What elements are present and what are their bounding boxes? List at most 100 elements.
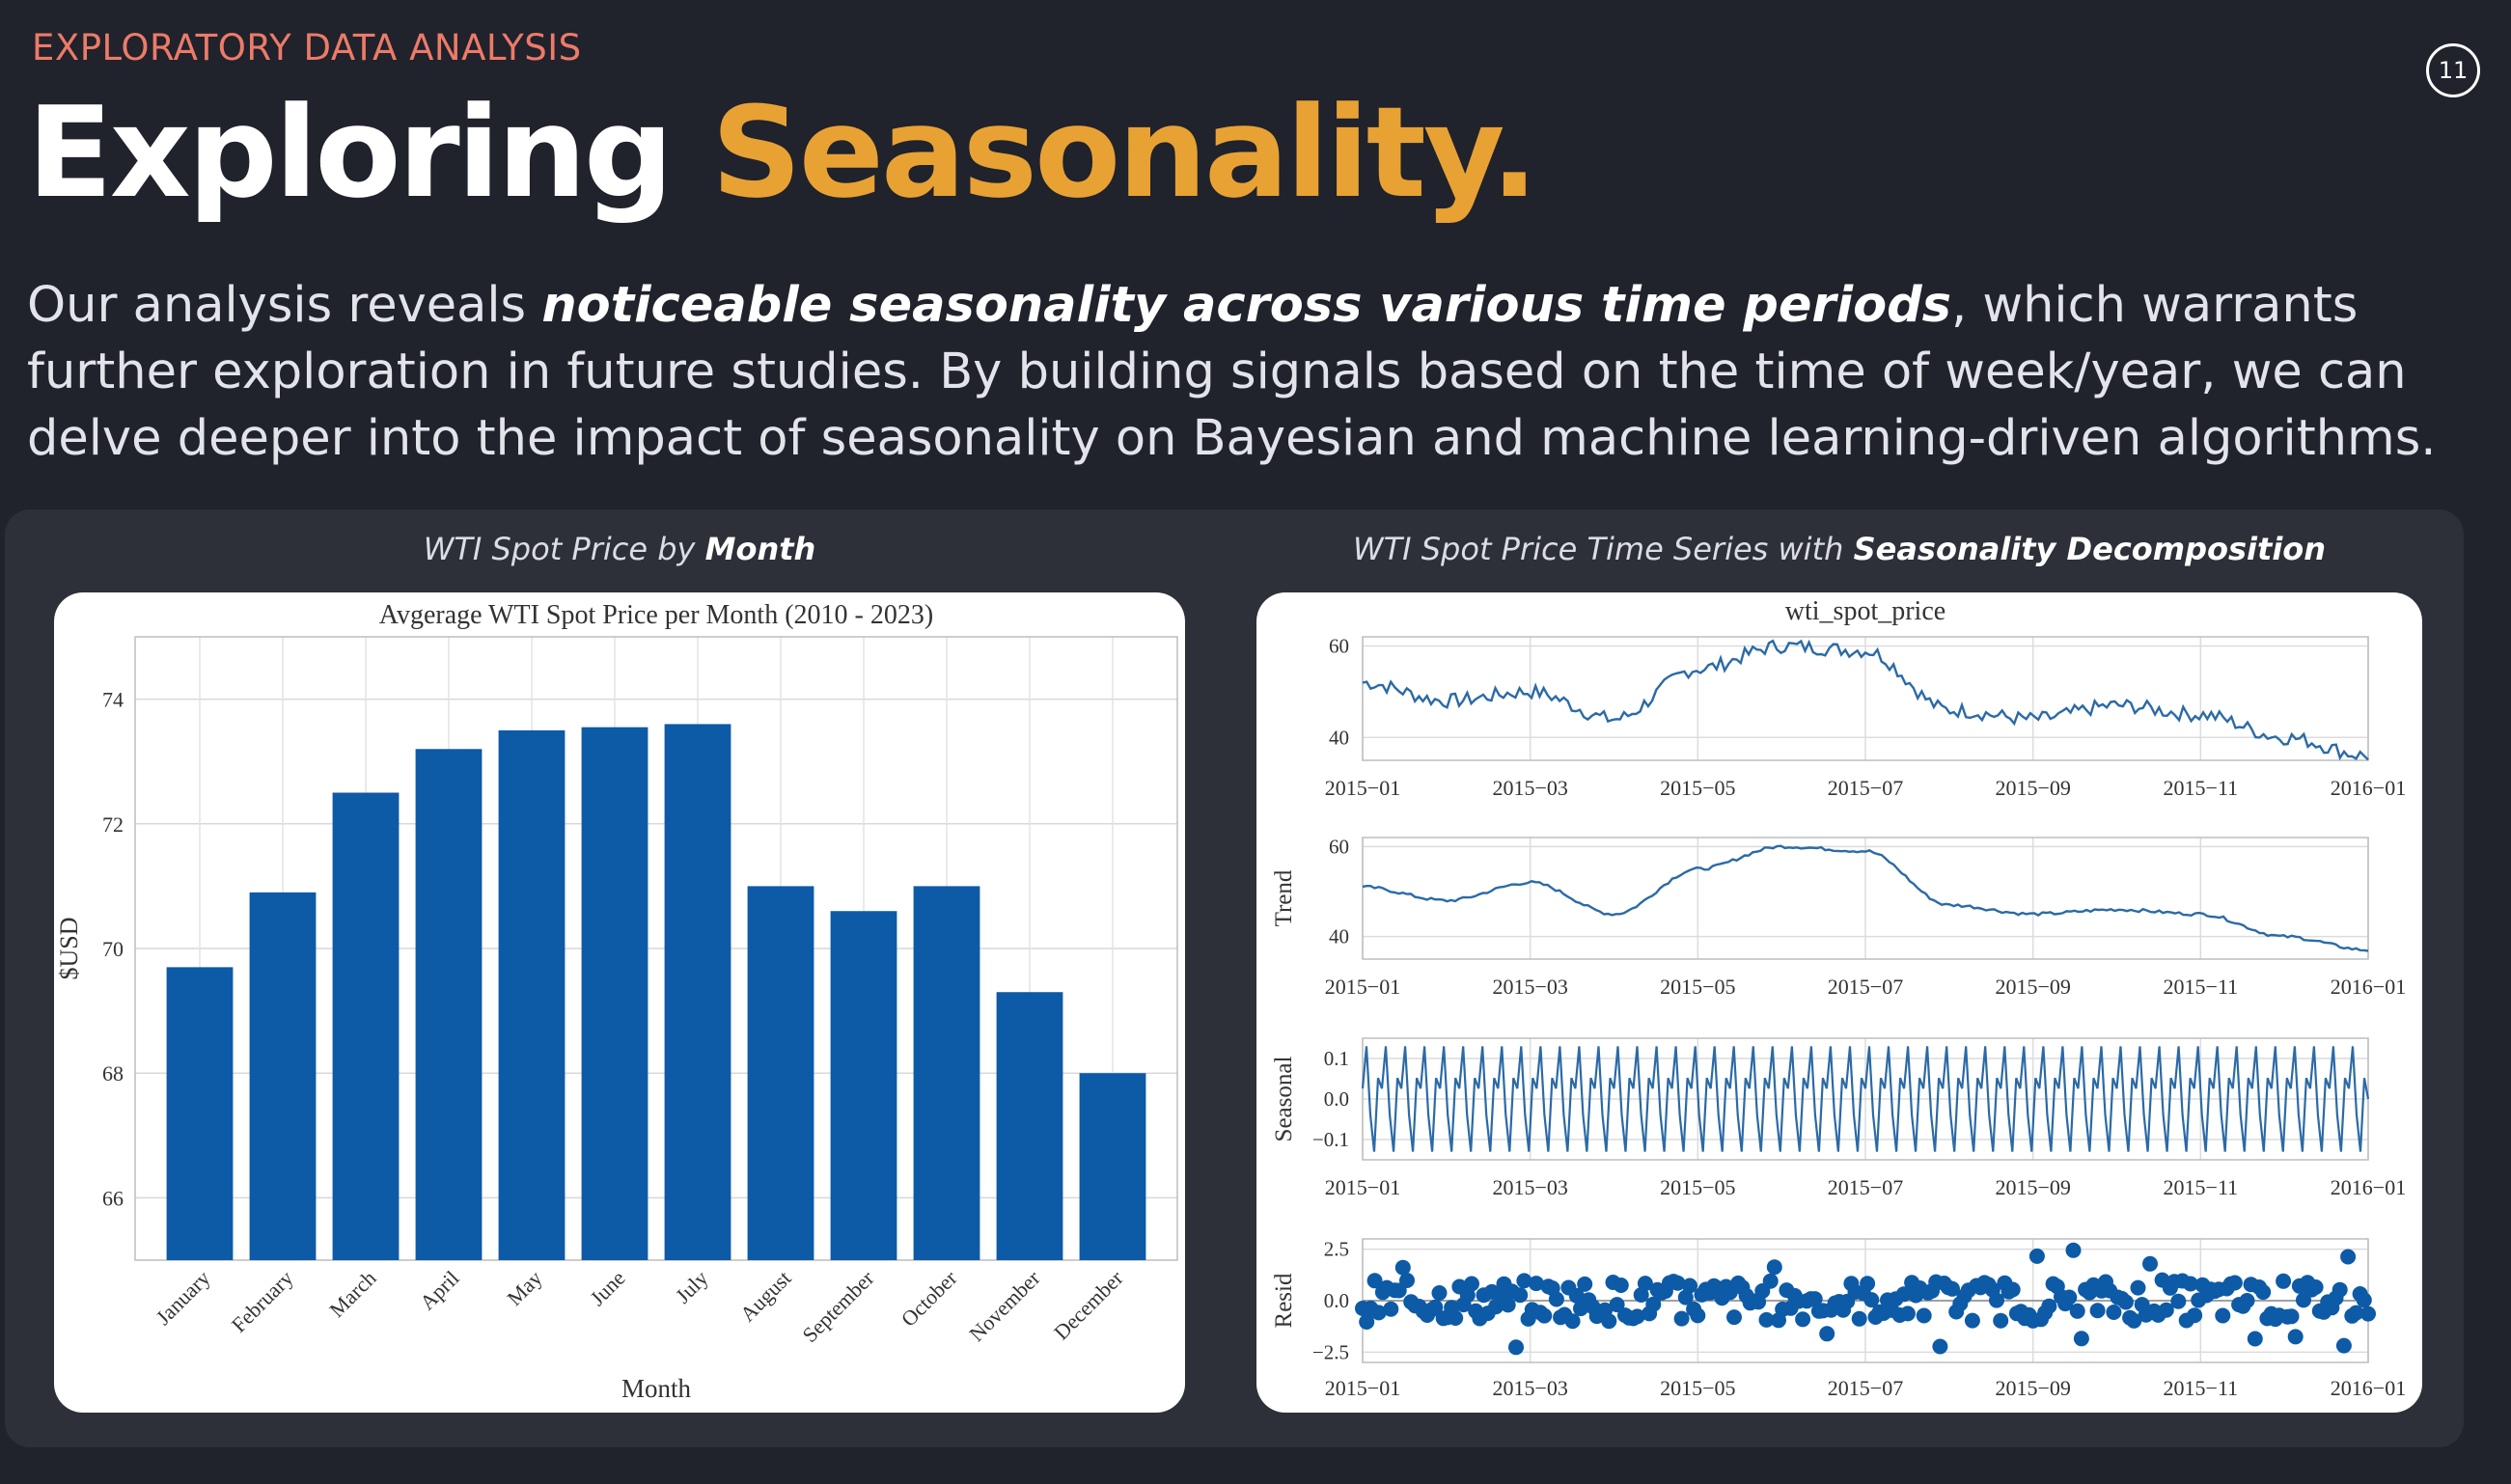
x-tick-label: 2015−07	[1828, 1376, 1903, 1400]
x-tick-label: September	[797, 1265, 879, 1347]
bar	[415, 749, 483, 1260]
resid-point	[1899, 1305, 1916, 1322]
resid-point	[1989, 1292, 2004, 1308]
bar	[249, 892, 317, 1260]
title-part-1: Exploring	[27, 79, 712, 226]
price-series-line	[1362, 639, 2369, 761]
plot-frame	[1362, 636, 2369, 761]
decomposition-chart-card: wti_spot_price 2015−01 2015−03 2015−05 2015−…	[1256, 592, 2422, 1413]
x-tick-label: 2015−09	[1995, 975, 2070, 999]
resid-point	[1548, 1291, 1564, 1307]
x-tick-label: 2015−01	[1325, 1376, 1400, 1400]
resid-point	[1795, 1311, 1811, 1328]
resid-point	[2170, 1293, 2187, 1309]
intro-paragraph: Our analysis reveals noticeable seasonal…	[27, 272, 2497, 472]
x-tick-label: 2015−09	[1995, 1376, 2070, 1400]
x-tick-label: 2016−01	[2331, 975, 2406, 999]
resid-point	[1863, 1292, 1880, 1308]
y-axis-label: $USD	[55, 917, 83, 979]
y-tick-label: 72	[102, 812, 124, 837]
y-tick-label: 70	[102, 937, 124, 961]
bar	[1079, 1073, 1146, 1260]
section-eyebrow: EXPLORATORY DATA ANALYSIS	[32, 27, 582, 69]
x-tick-label: 2015−03	[1492, 776, 1567, 800]
resid-point	[2187, 1307, 2203, 1324]
resid-point	[1601, 1313, 1617, 1330]
resid-point	[2142, 1255, 2158, 1272]
resid-point	[2255, 1284, 2272, 1301]
resid-point	[1609, 1297, 1625, 1313]
resid-point	[1568, 1287, 1585, 1304]
x-tick-label: July	[671, 1266, 713, 1308]
bar-chart-title: Avgerage WTI Spot Price per Month (2010 …	[379, 600, 933, 630]
x-tick-label: January	[151, 1266, 214, 1330]
x-tick-label: 2015−11	[2164, 975, 2239, 999]
bar	[996, 992, 1063, 1260]
x-tick-label: June	[585, 1266, 629, 1310]
resid-point	[2239, 1293, 2255, 1308]
resid-point	[1932, 1338, 1948, 1355]
resid-point	[2182, 1276, 2198, 1292]
resid-point	[1431, 1285, 1448, 1301]
x-tick-label: November	[964, 1265, 1045, 1346]
y-tick-label: 68	[102, 1061, 124, 1086]
y-tick-label: −0.1	[1312, 1128, 1349, 1151]
resid-point	[1945, 1280, 1960, 1297]
x-tick-label: 2015−11	[2164, 776, 2239, 800]
plot-frame	[1362, 837, 2369, 960]
y-tick-label: 66	[102, 1186, 124, 1210]
resid-point	[1512, 1287, 1529, 1304]
x-tick-label: 2015−11	[2164, 1376, 2239, 1400]
bar	[664, 724, 731, 1260]
decomposition-chart: wti_spot_price 2015−01 2015−03 2015−05 2015−…	[1271, 596, 2406, 1400]
resid-point	[2360, 1305, 2376, 1322]
plot-frame	[134, 636, 1178, 1261]
x-tick-label: October	[897, 1265, 962, 1331]
x-tick-label: 2016−01	[2331, 1376, 2406, 1400]
bar	[581, 727, 648, 1260]
resid-point	[1637, 1276, 1653, 1292]
resid-point	[2069, 1303, 2085, 1319]
resid-point	[1673, 1310, 1690, 1327]
resid-point	[1564, 1313, 1581, 1330]
intro-text-1: Our analysis reveals	[27, 277, 542, 334]
resid-point	[2335, 1337, 2352, 1354]
x-tick-label: 2015−01	[1325, 975, 1400, 999]
x-tick-label: 2016−01	[2331, 776, 2406, 800]
bar	[498, 729, 566, 1260]
intro-text-2: , which warrants further exploration in …	[27, 277, 2437, 467]
x-tick-label: 2015−05	[1660, 975, 1735, 999]
resid-point	[1370, 1305, 1387, 1321]
bar	[830, 911, 897, 1260]
resid-point	[1964, 1312, 1980, 1329]
resid-point	[2287, 1329, 2304, 1345]
resid-point	[1645, 1296, 1662, 1312]
x-tick-label: 2015−07	[1828, 1175, 1903, 1199]
resid-point	[2117, 1294, 2134, 1310]
x-tick-label: 2015−03	[1492, 1376, 1567, 1400]
resid-point	[1399, 1273, 1415, 1288]
resid-point	[1669, 1275, 1686, 1291]
resid-point	[1448, 1310, 1464, 1326]
bar	[166, 967, 234, 1260]
resid-point	[1690, 1307, 1706, 1324]
x-tick-label: 2015−05	[1660, 1175, 1735, 1199]
resid-point	[2340, 1249, 2357, 1265]
intro-emphasis: noticeable seasonality across various ti…	[541, 277, 1951, 334]
resid-point	[2283, 1308, 2300, 1325]
y-tick-label: 74	[102, 688, 124, 712]
bar-chart: Avgerage WTI Spot Price per Month (2010 …	[55, 600, 1178, 1403]
resid-point	[1819, 1326, 1835, 1342]
x-tick-label: 2015−11	[2164, 1175, 2239, 1199]
right-chart-caption: WTI Spot Price Time Series with Seasonal…	[1256, 531, 2422, 567]
x-tick-label: May	[502, 1266, 546, 1310]
resid-point	[2215, 1307, 2231, 1324]
resid-point	[1762, 1273, 1779, 1289]
resid-point	[1851, 1310, 1867, 1327]
resid-point	[2061, 1289, 2078, 1305]
resid-point	[2356, 1292, 2372, 1308]
panel-axis-label: Seasonal	[1271, 1057, 1297, 1142]
resid-point	[1577, 1276, 1593, 1292]
resid-point	[2307, 1279, 2324, 1295]
resid-point	[1758, 1311, 1775, 1328]
